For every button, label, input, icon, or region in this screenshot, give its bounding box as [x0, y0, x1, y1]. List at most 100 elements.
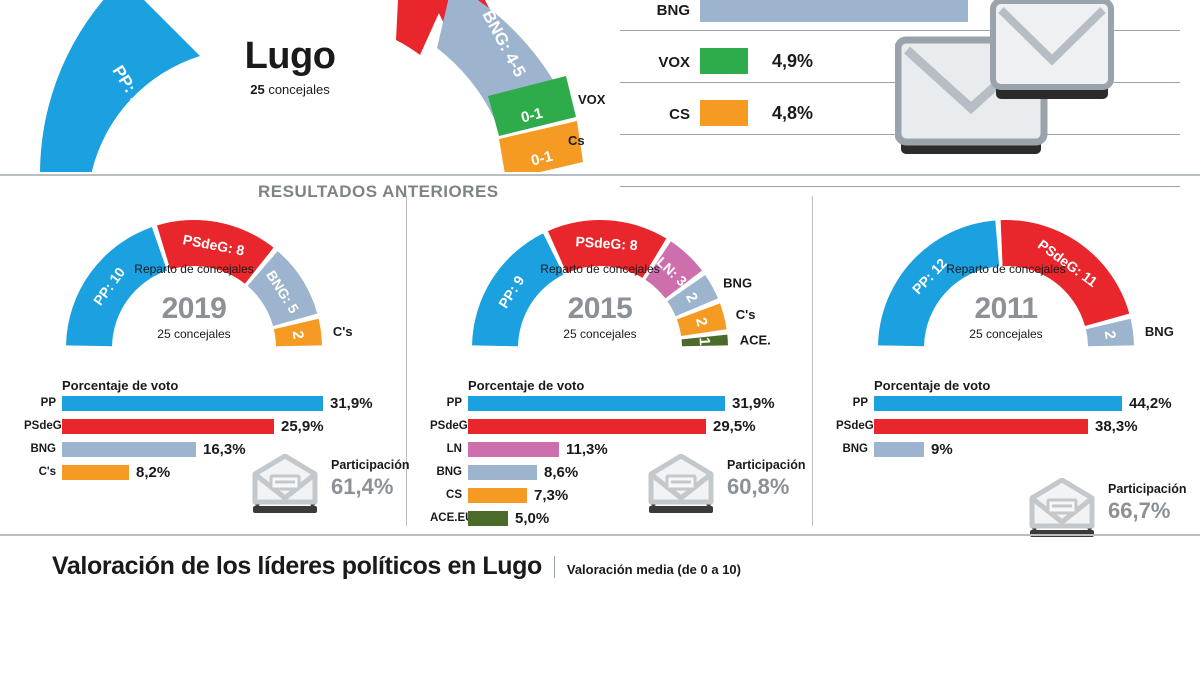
- turnout-value: 61,4%: [331, 474, 394, 499]
- vote-bar-label: PSdeG: [836, 420, 874, 432]
- vote-bar-row: CS 7,3%: [430, 487, 812, 504]
- donut-year: 2019: [161, 292, 227, 325]
- vote-bar-row: BNG 16,3%: [24, 441, 406, 458]
- legend-rule: [620, 30, 1180, 31]
- donut-subtitle: 25 concejales: [969, 327, 1043, 341]
- vote-bar-value: 8,6%: [544, 464, 579, 481]
- seat-arc-label: 2: [692, 316, 711, 328]
- seat-arc-psdeg: [1000, 220, 1130, 326]
- seat-arc-label: 1: [696, 337, 713, 346]
- results-panel-2019: PP: 10 PSdeG: 8 BNG: 5 2 C's Reparto de conce…: [24, 196, 410, 536]
- vote-bar-label: PSdeG: [430, 420, 468, 432]
- vote-bar-value: 29,5%: [713, 418, 756, 435]
- hero-cs-outside-label: Cs: [568, 133, 585, 148]
- donut-caption: Reparto de concejales: [946, 262, 1066, 276]
- seat-distribution-chart: PP: 10 PSdeG: 8 BNG: 5 2 C's Reparto de conce…: [24, 196, 406, 366]
- envelope-icon: [648, 453, 714, 513]
- hero-donut-svg: 0-1 0-1 PP: 11-12 BNG: 4-5: [40, 0, 583, 172]
- seat-arc-cs: [273, 318, 322, 347]
- legend-party-name: VOX: [658, 54, 690, 71]
- seat-arc-pp: [66, 227, 168, 347]
- donut-year: 2011: [974, 292, 1038, 325]
- seat-arc-bng: [1085, 318, 1134, 347]
- legend-value: 4,8%: [772, 103, 814, 123]
- vote-bar-label: BNG: [436, 466, 462, 478]
- vote-bar: [468, 488, 527, 503]
- footer-separator: [553, 555, 555, 578]
- vote-bar: [468, 442, 559, 457]
- vote-bar-value: 9%: [931, 441, 953, 458]
- vote-bar-row: PP 44,2%: [836, 395, 1196, 412]
- seat-arc-psdeg: [547, 220, 667, 278]
- vote-bar-value: 7,3%: [534, 487, 569, 504]
- turnout-label: Participación: [727, 458, 806, 472]
- legend-party-name: CS: [669, 106, 690, 123]
- legend-bar: [700, 100, 748, 126]
- seat-arc-label: 2: [289, 330, 307, 340]
- ballot-envelope: [249, 453, 321, 521]
- vote-percentage-title: Porcentaje de voto: [468, 378, 585, 393]
- vote-bar-value: 31,9%: [330, 395, 373, 412]
- turnout-value: 66,7%: [1108, 498, 1171, 523]
- vote-bar-value: 8,2%: [136, 464, 171, 481]
- donut-subtitle: 25 concejales: [157, 327, 231, 341]
- vote-bar-label: PP: [40, 397, 56, 409]
- vote-bar-value: 25,9%: [281, 418, 324, 435]
- legend-rule: [620, 186, 1180, 187]
- legend-bar: [700, 0, 968, 22]
- vote-bar-label: C's: [38, 466, 56, 478]
- vote-bar-value: 31,9%: [732, 395, 775, 412]
- envelope-icon: [252, 453, 318, 513]
- seat-arc-pp: [878, 220, 1000, 347]
- seat-arc-label: 2: [1101, 330, 1119, 340]
- legend-value: 4,9%: [772, 51, 814, 71]
- hero-vox-seats: 0-1: [519, 105, 544, 127]
- legend-party-name: BNG: [656, 2, 690, 19]
- seat-arc-psdeg: [157, 220, 274, 284]
- panel-divider-1: [406, 196, 407, 526]
- vote-bar-row: BNG 8,6%: [430, 464, 812, 481]
- seat-arc-outside-label: C's: [333, 324, 353, 339]
- vote-bar-label: BNG: [842, 443, 868, 455]
- legend-bar: [700, 48, 748, 74]
- hero-arc-vox: [488, 76, 576, 136]
- hero-projection-chart: 0-1 0-1 PP: 11-12 BNG: 4-5 Lugo 25 conce…: [0, 0, 620, 172]
- donut-caption: Reparto de concejales: [540, 262, 660, 276]
- vote-bar-row: C's 8,2%: [24, 464, 406, 481]
- vote-bar-row: BNG 9%: [836, 441, 1196, 458]
- footer-subtitle: Valoración media (de 0 a 10): [566, 562, 741, 577]
- seat-arc-bng: [667, 274, 718, 317]
- turnout-value: 60,8%: [727, 474, 790, 499]
- hero-seats-caption: 25 concejales: [175, 82, 405, 97]
- section-divider-top: [0, 174, 1200, 176]
- envelope-icon: [1029, 477, 1095, 537]
- vote-bar-row: LN 11,3%: [430, 441, 812, 458]
- vote-bar: [62, 396, 323, 411]
- vote-bar-label: PSdeG: [24, 420, 62, 432]
- vote-bar-row: PP 31,9%: [430, 395, 812, 412]
- footer-main-title: Valoración de los líderes políticos en L…: [52, 552, 542, 580]
- seat-arc-aceeu: [681, 334, 728, 347]
- footer-title-row: Valoración de los líderes políticos en L…: [52, 552, 741, 581]
- ballot-envelope: [645, 453, 717, 521]
- seat-donut-svg: PP: 12 PSdeG: 112 BNG: [878, 220, 1174, 347]
- seat-arc-outside-label: BNG: [723, 275, 752, 290]
- seat-arc-label: PSdeG: 8: [575, 233, 638, 253]
- seat-arc-bng: [247, 251, 318, 326]
- hero-vox-outside-label: VOX: [578, 92, 606, 107]
- vote-bar-label: PP: [446, 397, 462, 409]
- vote-bar: [874, 396, 1122, 411]
- hero-arc-psdeg: [396, 0, 445, 55]
- vote-bar-value: 16,3%: [203, 441, 246, 458]
- donut-year: 2015: [567, 292, 633, 325]
- vote-bar: [468, 465, 537, 480]
- results-panel-2011: PP: 12 PSdeG: 11 2 BNG Reparto de concejales…: [836, 196, 1196, 537]
- seat-arc-outside-label: C's: [736, 307, 756, 322]
- hero-arc-pp: [40, 0, 200, 172]
- hero-city-name: Lugo: [244, 35, 336, 77]
- vote-bar-label: BNG: [30, 443, 56, 455]
- donut-subtitle: 25 concejales: [563, 327, 637, 341]
- seat-arc-outside-label: BNG: [1145, 324, 1174, 339]
